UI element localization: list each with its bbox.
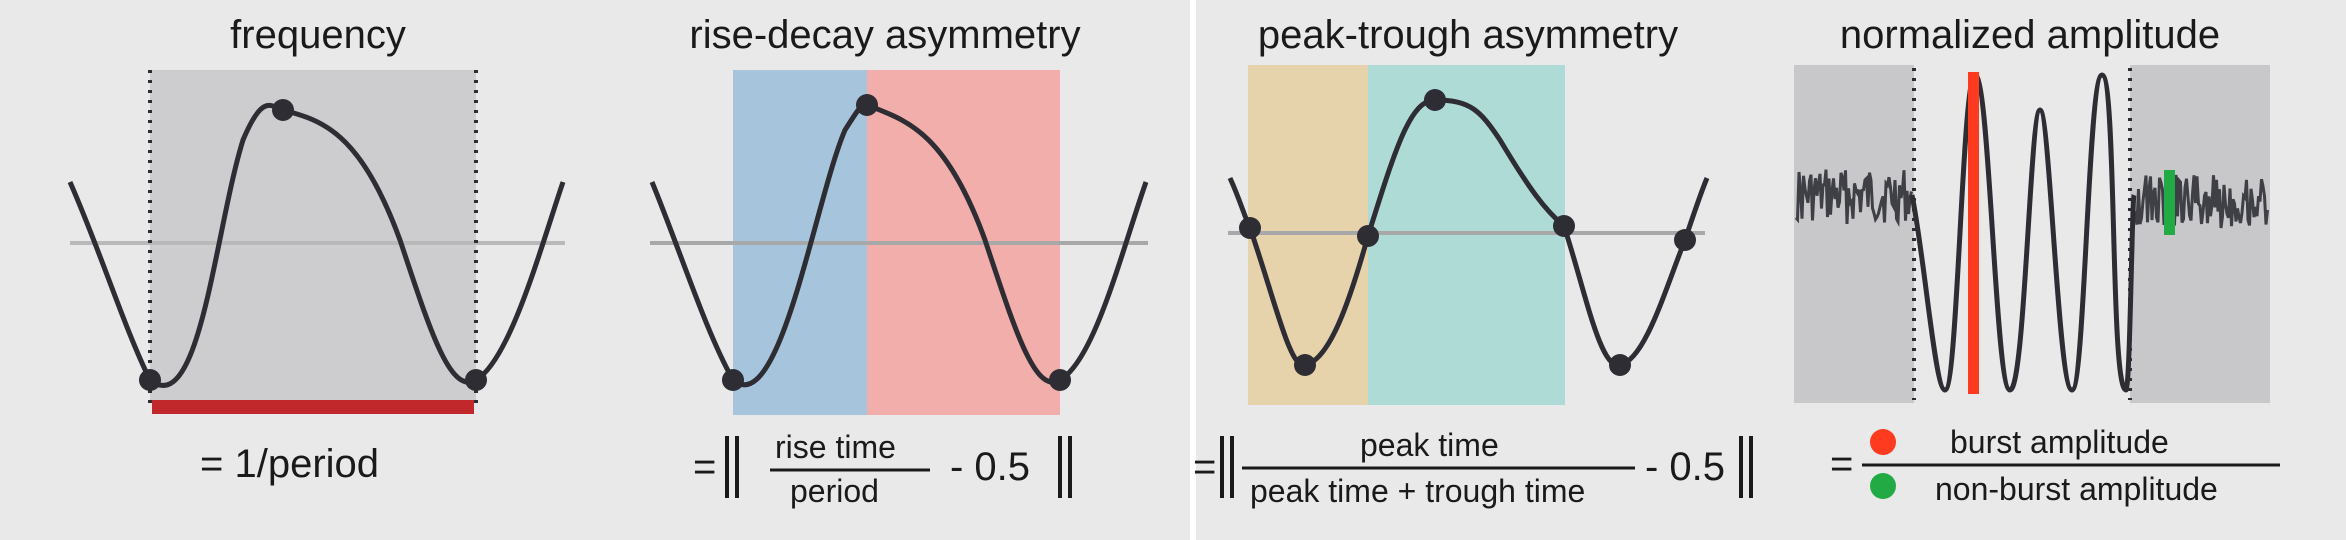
formula-denominator: non-burst amplitude <box>1935 471 2218 507</box>
formula-denominator: peak time + trough time <box>1250 473 1586 509</box>
formula-suffix: - 0.5 <box>950 445 1031 489</box>
noise-signal-left <box>1794 169 1913 228</box>
zero-crossing-point <box>1239 217 1261 239</box>
zero-crossing-point <box>1553 215 1575 237</box>
nonburst-region-right <box>2130 65 2270 403</box>
panel-title-rise-decay: rise-decay asymmetry <box>689 13 1081 57</box>
formula-numerator: rise time <box>775 429 896 465</box>
panel-title-normalized-amplitude: normalized amplitude <box>1839 13 2221 57</box>
trough-point <box>722 369 744 391</box>
formula-suffix: - 0.5 <box>1645 445 1726 489</box>
nonburst-region-left <box>1794 65 1914 403</box>
frequency-formula: = 1/period <box>200 442 380 486</box>
nonburst-amplitude-marker <box>2164 170 2175 235</box>
period-shade <box>150 70 476 400</box>
peak-point <box>1424 89 1446 111</box>
peak-point <box>272 99 294 121</box>
panel-title-peak-trough: peak-trough asymmetry <box>1257 13 1679 57</box>
peak-point <box>856 94 878 116</box>
zero-crossing-point <box>1357 225 1379 247</box>
formula-equals: = <box>1830 442 1854 486</box>
zero-crossing-point <box>1674 229 1696 251</box>
formula-equals: = <box>693 445 717 489</box>
nonburst-amplitude-dot <box>1870 473 1896 499</box>
trough-point <box>465 369 487 391</box>
period-bar <box>152 400 474 414</box>
burst-oscillation <box>1909 72 2137 393</box>
formula-numerator: peak time <box>1360 427 1499 463</box>
trough-point <box>1609 354 1631 376</box>
trough-point <box>1049 369 1071 391</box>
burst-amplitude-marker <box>1968 72 1979 394</box>
formula-denominator: period <box>790 473 879 509</box>
waveform <box>1227 97 1710 368</box>
formula-numerator: burst amplitude <box>1950 424 2169 460</box>
trough-point <box>1294 354 1316 376</box>
panel-title-frequency: frequency <box>230 13 406 57</box>
noise-signal-right <box>2132 173 2269 229</box>
formula-equals: = <box>1193 445 1217 489</box>
burst-amplitude-dot <box>1870 429 1896 455</box>
trough-point <box>139 369 161 391</box>
